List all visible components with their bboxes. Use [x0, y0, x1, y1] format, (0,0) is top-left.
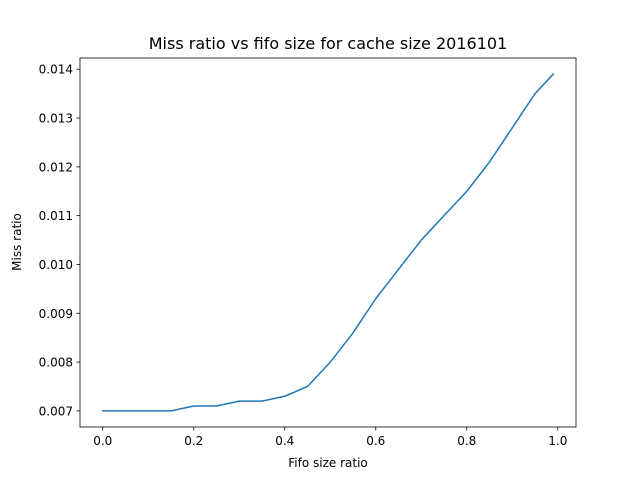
y-tick-label: 0.012 — [39, 160, 73, 174]
y-axis-ticks: 0.007 0.008 0.009 0.010 0.011 0.012 0.013 0.014 — [39, 63, 80, 418]
plot-area: 0.0 0.2 0.4 0.6 0.8 1.0 0.0070.0080.0090.0100… — [39, 57, 577, 448]
x-tick-label: 0.4 — [275, 434, 294, 448]
chart-title: Miss ratio vs fifo size for cache size 2… — [149, 34, 508, 53]
x-tick-label: 1.0 — [548, 434, 567, 448]
y-tick-label: 0.013 — [39, 112, 73, 126]
y-tick-label: 0.009 — [39, 307, 73, 321]
x-tick-label: 0.8 — [457, 434, 476, 448]
plot-frame — [79, 57, 577, 428]
x-tick-label: 0.6 — [366, 434, 385, 448]
y-tick-label: 0.008 — [39, 356, 73, 370]
x-axis-ticks: 0.0 0.2 0.4 0.6 0.8 1.0 — [93, 427, 567, 448]
series-line — [102, 73, 555, 412]
y-tick-label: 0.014 — [39, 63, 73, 77]
y-tick-label: 0.010 — [39, 258, 73, 272]
x-tick-label: 0.0 — [93, 434, 112, 448]
y-tick-label: 0.011 — [39, 209, 73, 223]
y-axis-title: Miss ratio — [10, 213, 24, 271]
y-tick-label: 0.007 — [39, 404, 73, 418]
x-tick-label: 0.2 — [184, 434, 203, 448]
x-axis-title: Fifo size ratio — [288, 456, 368, 470]
